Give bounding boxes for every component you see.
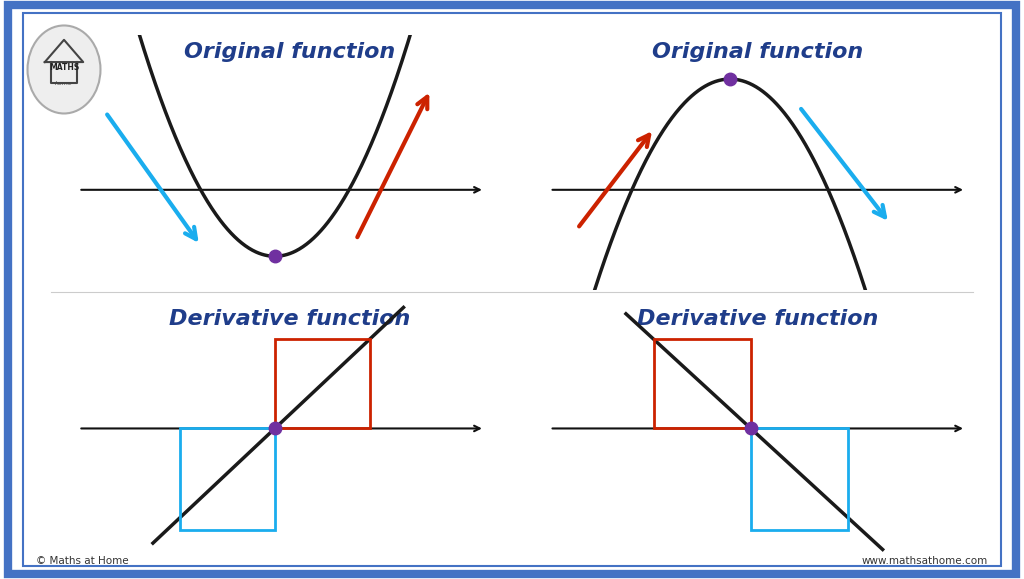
Ellipse shape: [28, 25, 100, 113]
Bar: [653, 339, 751, 428]
Text: © Maths at Home: © Maths at Home: [36, 556, 128, 566]
Text: Derivative function: Derivative function: [637, 309, 879, 329]
Bar: [180, 428, 274, 530]
Text: Original function: Original function: [184, 42, 395, 63]
Text: home: home: [55, 81, 73, 86]
Text: www.mathsathome.com: www.mathsathome.com: [862, 556, 988, 566]
Bar: [751, 428, 848, 530]
Bar: [274, 339, 370, 428]
Text: Original function: Original function: [652, 42, 863, 63]
Text: Derivative function: Derivative function: [169, 309, 411, 329]
Text: MATHS: MATHS: [49, 63, 79, 72]
